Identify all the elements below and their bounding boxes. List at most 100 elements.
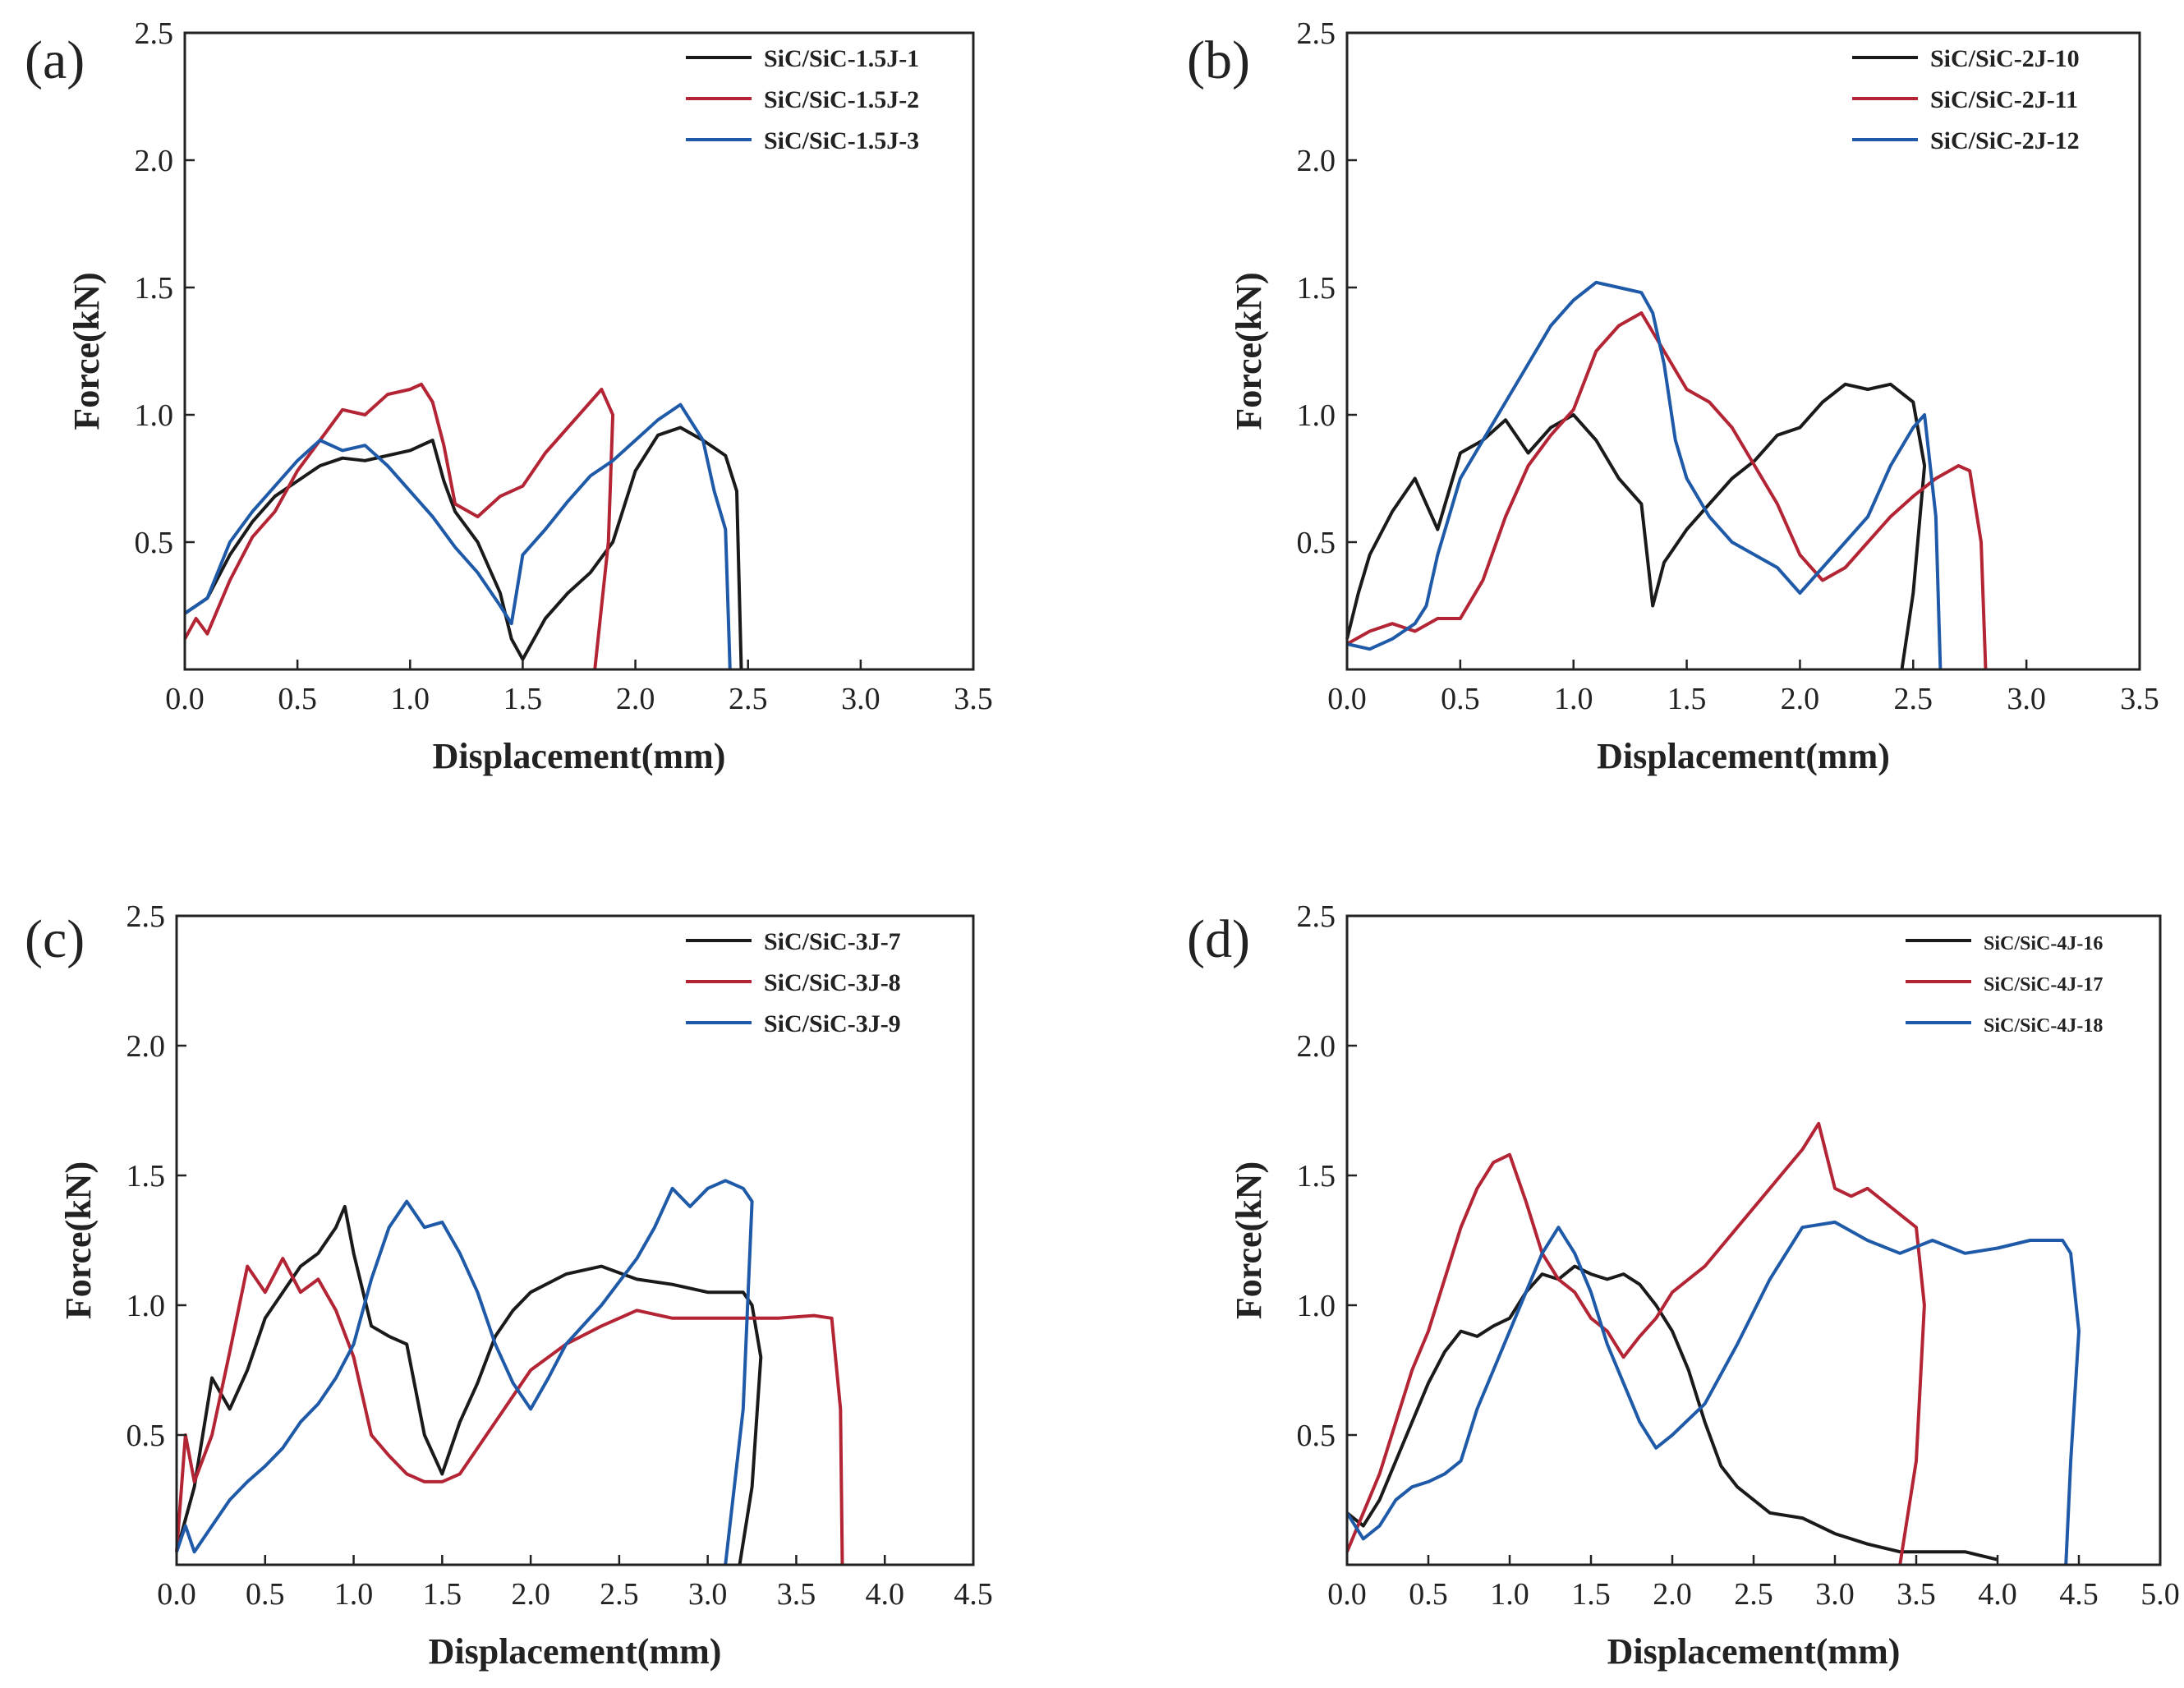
y-tick-label: 1.5 (135, 271, 174, 306)
panel-label: (b) (1187, 30, 1250, 90)
panel-label: (a) (25, 30, 85, 90)
chart-panel-b: (b) 0.0 0.5 1.0 1.5 2.0 2.5 3.0 3.5 0.5 1.0 1.5 2.0 2… (1187, 16, 2159, 776)
x-tick-label: 0.0 (157, 1577, 196, 1612)
legend-entry: SiC/SiC-3J-9 (764, 1010, 901, 1037)
y-tick-label: 0.5 (1297, 1419, 1336, 1453)
legend-entry: SiC/SiC-4J-17 (1984, 974, 2103, 996)
series-line-3 (1346, 280, 1943, 670)
x-tick-label: 2.0 (1653, 1577, 1692, 1612)
x-axis-title: Displacement(mm) (433, 736, 726, 776)
x-tick-label: 4.0 (865, 1577, 904, 1612)
legend-entry: SiC/SiC-1.5J-1 (764, 45, 919, 72)
x-tick-label: 4.5 (954, 1577, 993, 1612)
x-tick-label: 1.0 (391, 682, 430, 716)
x-tick-label: 0.5 (246, 1577, 285, 1612)
x-tick-label: 0.5 (1441, 682, 1480, 716)
y-tick-label: 1.5 (126, 1159, 166, 1194)
series-line-2 (175, 1257, 844, 1566)
x-tick-label: 0.5 (278, 682, 317, 716)
series-line-3 (1345, 1220, 2081, 1566)
series-line-1 (183, 425, 743, 670)
x-tick-label: 2.5 (600, 1577, 639, 1612)
x-tick-label: 2.5 (1734, 1577, 1773, 1612)
legend-entry: SiC/SiC-1.5J-3 (764, 127, 919, 154)
y-tick-label: 0.5 (1297, 526, 1336, 560)
y-tick-label: 1.0 (126, 1289, 166, 1323)
x-tick-label: 2.5 (729, 682, 768, 716)
x-axis-title: Displacement(mm) (1607, 1631, 1901, 1672)
y-tick-label: 2.0 (126, 1029, 166, 1064)
x-axis-title: Displacement(mm) (429, 1631, 722, 1672)
legend-entry: SiC/SiC-4J-18 (1984, 1015, 2103, 1037)
series-line-2 (183, 382, 615, 670)
x-tick-label: 1.5 (1571, 1577, 1611, 1612)
x-tick-label: 2.0 (1781, 682, 1820, 716)
legend-entry: SiC/SiC-1.5J-2 (764, 86, 919, 113)
x-tick-label: 5.0 (2140, 1577, 2180, 1612)
x-tick-label: 4.5 (2059, 1577, 2099, 1612)
x-tick-label: 3.5 (1897, 1577, 1936, 1612)
y-tick-label: 1.0 (135, 398, 174, 433)
y-axis-title: Force(kN) (67, 272, 107, 430)
chart-panel-d: (d) 0.0 0.5 1.0 1.5 2.0 2.5 3.0 3.5 4.0 4.5 5.0 0.5 1… (1187, 899, 2180, 1672)
x-tick-label: 4.0 (1978, 1577, 2017, 1612)
x-axis-title: Displacement(mm) (1597, 736, 1890, 776)
panel-label: (c) (25, 909, 85, 969)
y-axis-title: Force(kN) (58, 1161, 99, 1319)
series-line-1 (1345, 1264, 1998, 1562)
x-tick-label: 0.0 (1327, 682, 1367, 716)
x-tick-label: 3.0 (2007, 682, 2046, 716)
x-tick-label: 1.5 (503, 682, 543, 716)
x-tick-label: 1.5 (423, 1577, 462, 1612)
x-tick-label: 1.0 (334, 1577, 374, 1612)
legend-entry: SiC/SiC-4J-16 (1984, 933, 2103, 954)
x-tick-label: 2.0 (511, 1577, 550, 1612)
x-tick-label: 3.5 (2120, 682, 2159, 716)
plot-frame (183, 31, 975, 671)
series-line-3 (183, 402, 732, 670)
y-axis-title: Force(kN) (1229, 1161, 1269, 1319)
y-tick-label: 1.5 (1297, 271, 1336, 306)
x-tick-label: 1.0 (1490, 1577, 1529, 1612)
y-tick-label: 2.5 (1297, 899, 1336, 934)
y-axis-title: Force(kN) (1229, 272, 1269, 430)
series-line-2 (1346, 311, 1988, 670)
series-line-2 (1345, 1121, 1926, 1566)
chart-panel-a: (a) 0.0 0.5 1.0 1.5 2.0 2.5 3.0 3.5 0.5 1.0 1.5 2.0 2… (25, 16, 993, 776)
series-line-1 (175, 1204, 763, 1566)
y-tick-label: 1.0 (1297, 1289, 1336, 1323)
x-tick-label: 3.5 (954, 682, 993, 716)
x-tick-label: 1.5 (1667, 682, 1707, 716)
x-tick-label: 3.5 (777, 1577, 816, 1612)
x-tick-label: 2.0 (616, 682, 655, 716)
y-tick-label: 1.5 (1297, 1159, 1336, 1194)
x-tick-label: 3.0 (688, 1577, 728, 1612)
x-tick-label: 1.0 (1554, 682, 1593, 716)
x-tick-label: 3.0 (1815, 1577, 1855, 1612)
y-tick-label: 2.5 (126, 899, 166, 934)
y-tick-label: 1.0 (1297, 398, 1336, 433)
legend-entry: SiC/SiC-3J-7 (764, 928, 901, 955)
y-tick-label: 2.5 (1297, 16, 1336, 51)
y-tick-label: 2.0 (1297, 144, 1336, 178)
series-line-1 (1345, 382, 1927, 670)
plot-frame (175, 914, 975, 1566)
legend-entry: SiC/SiC-2J-12 (1930, 127, 2080, 154)
y-tick-label: 0.5 (135, 526, 174, 560)
y-tick-label: 2.0 (135, 144, 174, 178)
legend-entry: SiC/SiC-3J-8 (764, 969, 901, 996)
x-tick-label: 0.0 (1327, 1577, 1367, 1612)
chart-panel-c: (c) 0.0 0.5 1.0 1.5 2.0 2.5 3.0 3.5 4.0 4.5 0.5 1.0 1… (25, 899, 993, 1672)
x-tick-label: 2.5 (1894, 682, 1933, 716)
plot-frame (1345, 31, 2141, 671)
series-line-3 (175, 1179, 754, 1566)
y-tick-label: 2.5 (135, 16, 174, 51)
legend-entry: SiC/SiC-2J-10 (1930, 45, 2080, 72)
legend-entry: SiC/SiC-2J-11 (1930, 86, 2078, 113)
y-tick-label: 2.0 (1297, 1029, 1336, 1064)
x-tick-label: 0.0 (165, 682, 205, 716)
x-tick-label: 3.0 (841, 682, 880, 716)
x-tick-label: 0.5 (1409, 1577, 1448, 1612)
panel-label: (d) (1187, 909, 1250, 969)
